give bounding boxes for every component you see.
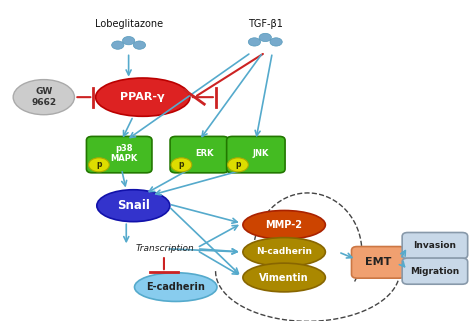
Text: N-cadherin: N-cadherin xyxy=(256,248,312,257)
FancyBboxPatch shape xyxy=(170,137,228,173)
FancyBboxPatch shape xyxy=(86,137,152,173)
Text: ERK: ERK xyxy=(195,149,213,158)
FancyBboxPatch shape xyxy=(227,137,285,173)
Text: PPAR-γ: PPAR-γ xyxy=(120,92,165,102)
Text: p: p xyxy=(179,160,184,169)
Text: Migration: Migration xyxy=(410,267,459,276)
Text: Lobeglitazone: Lobeglitazone xyxy=(94,19,163,29)
Circle shape xyxy=(122,36,135,45)
Text: Snail: Snail xyxy=(117,199,150,212)
Circle shape xyxy=(259,33,272,42)
Text: p38
MAPK: p38 MAPK xyxy=(110,144,137,163)
Circle shape xyxy=(112,41,124,49)
FancyBboxPatch shape xyxy=(402,258,468,284)
Ellipse shape xyxy=(13,80,74,115)
Circle shape xyxy=(248,38,261,46)
Circle shape xyxy=(89,158,109,172)
Ellipse shape xyxy=(243,263,325,292)
Circle shape xyxy=(270,38,282,46)
Ellipse shape xyxy=(135,273,217,301)
Text: Invasion: Invasion xyxy=(413,241,456,250)
Circle shape xyxy=(228,158,248,172)
Ellipse shape xyxy=(97,190,170,222)
FancyBboxPatch shape xyxy=(352,247,405,278)
Text: GW
9662: GW 9662 xyxy=(31,88,56,107)
Ellipse shape xyxy=(96,78,190,116)
Text: JNK: JNK xyxy=(252,149,269,158)
Text: TGF-β1: TGF-β1 xyxy=(248,19,283,29)
Text: p: p xyxy=(235,160,241,169)
Ellipse shape xyxy=(243,238,325,266)
FancyBboxPatch shape xyxy=(402,232,468,259)
Text: p: p xyxy=(96,160,102,169)
Text: EMT: EMT xyxy=(365,257,392,267)
Text: Vimentin: Vimentin xyxy=(259,272,309,282)
Ellipse shape xyxy=(243,211,325,239)
Text: MMP-2: MMP-2 xyxy=(265,220,302,230)
Text: Transcription: Transcription xyxy=(136,244,194,253)
Circle shape xyxy=(133,41,146,49)
Text: E-cadherin: E-cadherin xyxy=(146,282,205,292)
Circle shape xyxy=(171,158,192,172)
